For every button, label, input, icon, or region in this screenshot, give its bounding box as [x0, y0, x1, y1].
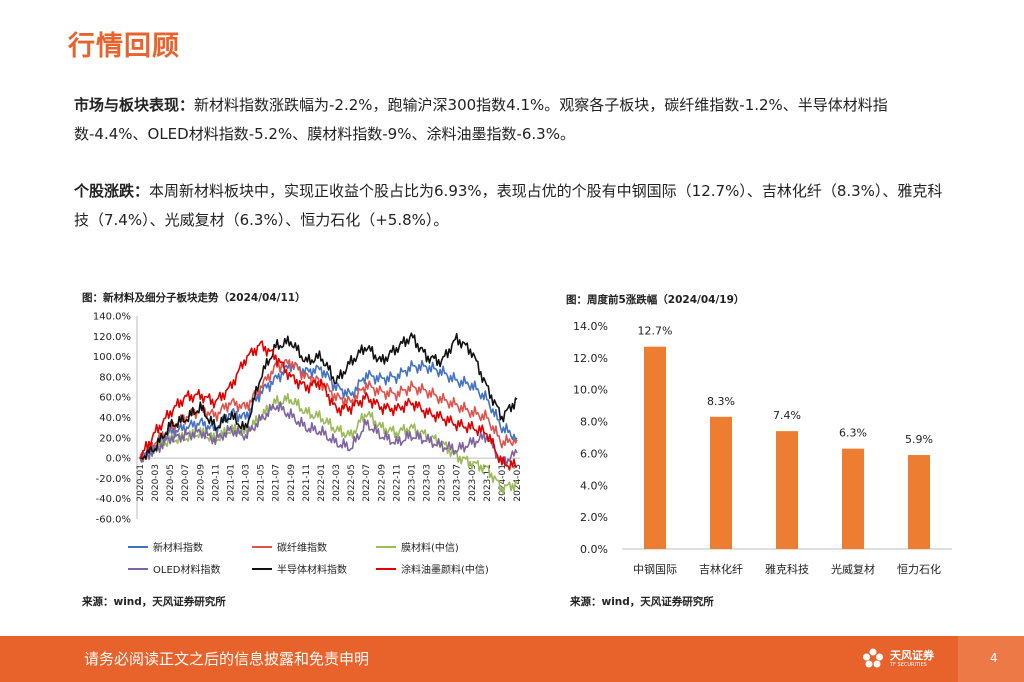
right-chart-title: 图：周度前5涨跌幅（2024/04/19） — [566, 294, 745, 306]
x-tick-label: 2023-05 — [438, 464, 448, 502]
y-tick-label: -40.0% — [96, 494, 131, 505]
footer-disclaimer: 请务必阅读正文之后的信息披露和免责申明 — [84, 650, 370, 668]
x-tick-label: 2023-01 — [407, 464, 417, 502]
y-tick-label: 120.0% — [93, 332, 131, 343]
x-tick-label: 2023-09 — [468, 464, 478, 502]
legend-label: 涂料油墨颜料(中信) — [401, 563, 489, 576]
left-chart-title: 图：新材料及细分子板块走势（2024/04/11） — [82, 292, 306, 304]
x-tick-label: 2020-07 — [181, 464, 191, 502]
x-tick-label: 2023-11 — [483, 464, 493, 502]
legend-label: OLED材料指数 — [153, 563, 220, 576]
line-chart: -60.0% -40.0% -20.0% 0.0% 20.0% 40.0% 60.0% 80.… — [93, 312, 523, 577]
footer-bar: 请务必阅读正文之后的信息披露和免责申明 天风证券 TF SECURITIES 4 — [0, 636, 1024, 682]
x-tick-label: 2021-01 — [226, 464, 236, 502]
page-number: 4 — [990, 651, 998, 665]
legend-label: 碳纤维指数 — [277, 541, 327, 554]
y-tick-label: 0.0% — [580, 543, 608, 556]
x-tick-label: 2022-05 — [347, 464, 357, 502]
x-tick-label: 恒力石化 — [897, 562, 941, 576]
x-tick-label: 2023-03 — [423, 464, 433, 502]
x-tick-label: 2021-07 — [272, 464, 282, 502]
market-paragraph: 市场与板块表现：新材料指数涨跌幅为-2.2%，跑输沪深300指数4.1%。观察各… — [74, 91, 954, 149]
x-tick-label: 2020-09 — [196, 464, 206, 502]
bar-value-label: 6.3% — [839, 427, 867, 440]
x-tick-label: 2020-11 — [211, 464, 221, 502]
page-number-box — [958, 636, 1024, 682]
x-tick-label: 2020-05 — [166, 464, 176, 502]
x-tick-label: 吉林化纤 — [699, 562, 743, 576]
bar — [776, 431, 798, 549]
y-tick-label: 100.0% — [93, 352, 131, 363]
y-tick-label: 8.0% — [580, 416, 608, 429]
stock-label: 个股涨跌： — [74, 182, 150, 200]
y-tick-label: 60.0% — [99, 393, 131, 404]
page-title: 行情回顾 — [68, 31, 180, 62]
x-tick-label: 2020-01 — [136, 464, 146, 502]
bar-chart: 0.0% 2.0% 4.0% 6.0% 8.0% 10.0% 12.0% 14.0% 12.7%… — [573, 320, 952, 576]
x-tick-label: 2023-07 — [453, 464, 463, 502]
y-tick-label: -60.0% — [96, 515, 131, 526]
y-tick-label: 10.0% — [573, 384, 608, 397]
bar-value-label: 8.3% — [707, 395, 735, 408]
legend-label: 新材料指数 — [153, 541, 203, 554]
x-tick-label: 2021-03 — [242, 464, 252, 502]
y-tick-label: 14.0% — [573, 320, 608, 333]
bar — [842, 448, 864, 549]
x-tick-label: 2021-05 — [257, 464, 267, 502]
y-tick-label: 40.0% — [99, 413, 131, 424]
x-tick-label: 2024-01 — [498, 464, 508, 502]
logo-text-en: TF SECURITIES — [890, 662, 927, 668]
series-line — [139, 340, 518, 471]
y-tick-label: 20.0% — [99, 433, 131, 444]
stock-text: 本周新材料板块中，实现正收益个股占比为6.93%，表现占优的个股有中钢国际（12… — [74, 182, 943, 229]
bar — [644, 346, 666, 549]
right-chart-source: 来源：wind，天风证券研究所 — [570, 596, 714, 608]
legend-label: 膜材料(中信) — [401, 541, 459, 554]
y-tick-label: 0.0% — [106, 454, 131, 465]
y-tick-label: 4.0% — [580, 479, 608, 492]
y-tick-label: 80.0% — [99, 372, 131, 383]
x-tick-label: 2022-09 — [377, 464, 387, 502]
x-tick-label: 2021-11 — [302, 464, 312, 502]
bar-value-label: 12.7% — [638, 325, 673, 338]
x-tick-label: 2022-07 — [362, 464, 372, 502]
series-line — [139, 332, 518, 460]
y-tick-label: 6.0% — [580, 447, 608, 460]
x-tick-label: 光威复材 — [831, 562, 875, 576]
bar-value-label: 5.9% — [905, 433, 933, 446]
legend-label: 半导体材料指数 — [277, 563, 347, 576]
y-tick-label: -20.0% — [96, 474, 131, 485]
stock-paragraph: 个股涨跌：本周新材料板块中，实现正收益个股占比为6.93%，表现占优的个股有中钢… — [74, 177, 954, 235]
logo-text-cn: 天风证券 — [890, 649, 934, 662]
y-tick-label: 2.0% — [580, 511, 608, 524]
company-logo: 天风证券 TF SECURITIES — [862, 645, 942, 675]
x-tick-label: 2024-03 — [513, 464, 523, 502]
x-tick-label: 2022-03 — [332, 464, 342, 502]
series-line — [139, 359, 518, 463]
bar — [908, 455, 930, 549]
y-tick-label: 140.0% — [93, 312, 131, 323]
flower-logo-icon — [863, 648, 883, 668]
series-line — [139, 401, 518, 467]
y-tick-label: 12.0% — [573, 352, 608, 365]
bar-value-label: 7.4% — [773, 409, 801, 422]
left-chart-source: 来源：wind，天风证券研究所 — [82, 596, 226, 608]
x-tick-label: 2020-03 — [151, 464, 161, 502]
market-text: 新材料指数涨跌幅为-2.2%，跑输沪深300指数4.1%。观察各子板块，碳纤维指… — [74, 96, 888, 143]
x-tick-label: 中钢国际 — [633, 563, 677, 576]
x-tick-label: 2022-11 — [392, 464, 402, 502]
x-tick-label: 2021-09 — [287, 464, 297, 502]
bar — [710, 416, 732, 549]
x-tick-label: 雅克科技 — [765, 562, 809, 576]
market-label: 市场与板块表现： — [74, 96, 195, 114]
x-tick-label: 2022-01 — [317, 464, 327, 502]
